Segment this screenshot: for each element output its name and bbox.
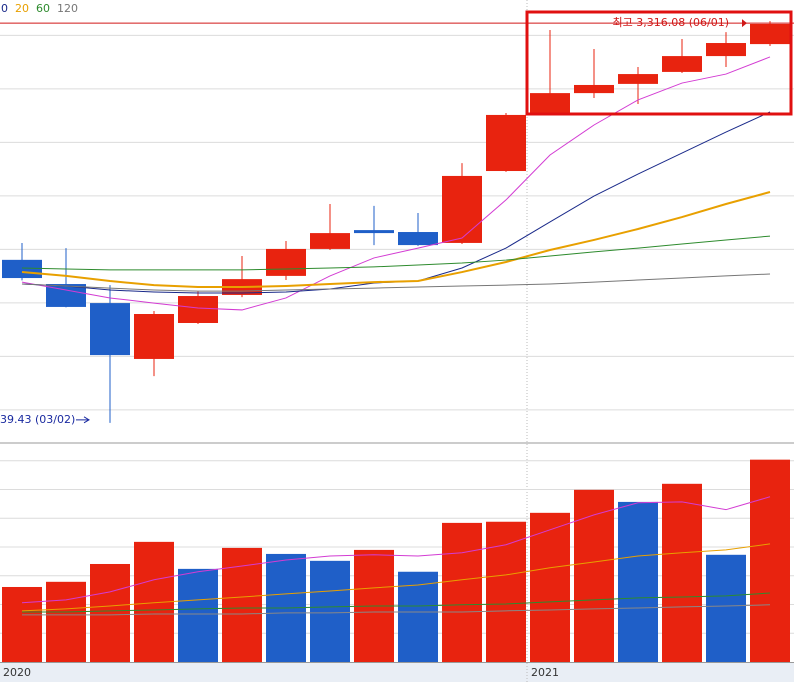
moving-average-line [22, 604, 771, 616]
volume-bar [574, 489, 614, 662]
candle-body [178, 296, 218, 323]
volume-bar [178, 568, 218, 662]
candle-body [486, 114, 526, 172]
legend-label: 60 [36, 2, 50, 15]
candle-body [354, 230, 394, 234]
candle-body [750, 23, 790, 45]
moving-average-line [21, 191, 771, 289]
candle-body [706, 43, 746, 57]
candle-body [618, 74, 658, 84]
volume-bar [750, 459, 790, 662]
low-arrow [76, 416, 90, 424]
moving-average-line [22, 592, 771, 613]
x-axis-strip [0, 663, 794, 682]
candle-body [310, 233, 350, 249]
candle-body [398, 232, 438, 246]
candle-body [46, 284, 86, 307]
candle-body [662, 56, 702, 72]
candle-body [530, 93, 570, 115]
volume-bar [46, 581, 86, 662]
x-tick-label: 2021 [531, 666, 559, 679]
candle-body [90, 303, 130, 356]
volume-bar [222, 547, 262, 662]
volume-bar [442, 522, 482, 662]
highlight-box [525, 10, 793, 116]
volume-bar [662, 483, 702, 662]
legend-label: 120 [57, 2, 78, 15]
volume-bar [618, 501, 658, 662]
candle-body [134, 314, 174, 359]
low-annotation: 39.43 (03/02) [0, 413, 75, 426]
legend-label: 0 [1, 2, 8, 15]
moving-average-line [21, 543, 771, 612]
volume-bar [530, 512, 570, 662]
moving-average-line [21, 496, 771, 604]
x-tick-label: 2020 [3, 666, 31, 679]
volume-bar [310, 560, 350, 662]
legend-label: 20 [15, 2, 29, 15]
candle-body [574, 84, 614, 94]
volume-bar [2, 586, 42, 662]
moving-average-line [21, 235, 771, 271]
volume-bar [706, 554, 746, 662]
volume-bar [90, 563, 130, 662]
volume-bar [398, 571, 438, 662]
moving-average-line [21, 273, 771, 292]
moving-average-line [21, 56, 771, 311]
candle-body [2, 259, 42, 279]
candle-body [442, 175, 482, 243]
volume-bar [486, 521, 526, 662]
candle-body [266, 248, 306, 276]
high-arrow [742, 19, 747, 28]
high-annotation: 최고 3,316.08 (06/01) [612, 16, 729, 29]
